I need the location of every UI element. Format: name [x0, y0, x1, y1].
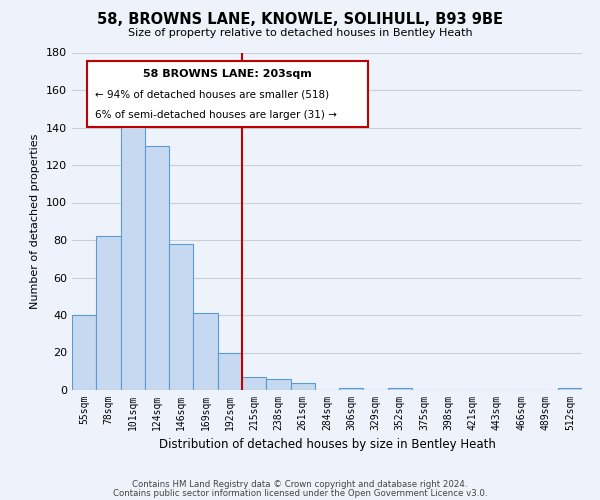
Text: Size of property relative to detached houses in Bentley Heath: Size of property relative to detached ho…	[128, 28, 472, 38]
Bar	[558, 388, 582, 390]
X-axis label: Distribution of detached houses by size in Bentley Heath: Distribution of detached houses by size …	[158, 438, 496, 452]
Bar	[266, 379, 290, 390]
FancyBboxPatch shape	[88, 61, 368, 126]
Bar	[388, 388, 412, 390]
Bar	[121, 122, 145, 390]
Y-axis label: Number of detached properties: Number of detached properties	[31, 134, 40, 309]
Bar	[169, 244, 193, 390]
Text: 6% of semi-detached houses are larger (31) →: 6% of semi-detached houses are larger (3…	[95, 110, 337, 120]
Text: 58, BROWNS LANE, KNOWLE, SOLIHULL, B93 9BE: 58, BROWNS LANE, KNOWLE, SOLIHULL, B93 9…	[97, 12, 503, 28]
Bar	[339, 388, 364, 390]
Text: ← 94% of detached houses are smaller (518): ← 94% of detached houses are smaller (51…	[95, 90, 329, 100]
Bar	[193, 313, 218, 390]
Bar	[242, 377, 266, 390]
Bar	[72, 315, 96, 390]
Bar	[145, 146, 169, 390]
Bar	[290, 382, 315, 390]
Text: 58 BROWNS LANE: 203sqm: 58 BROWNS LANE: 203sqm	[143, 70, 312, 80]
Text: Contains public sector information licensed under the Open Government Licence v3: Contains public sector information licen…	[113, 488, 487, 498]
Bar	[96, 236, 121, 390]
Text: Contains HM Land Registry data © Crown copyright and database right 2024.: Contains HM Land Registry data © Crown c…	[132, 480, 468, 489]
Bar	[218, 352, 242, 390]
